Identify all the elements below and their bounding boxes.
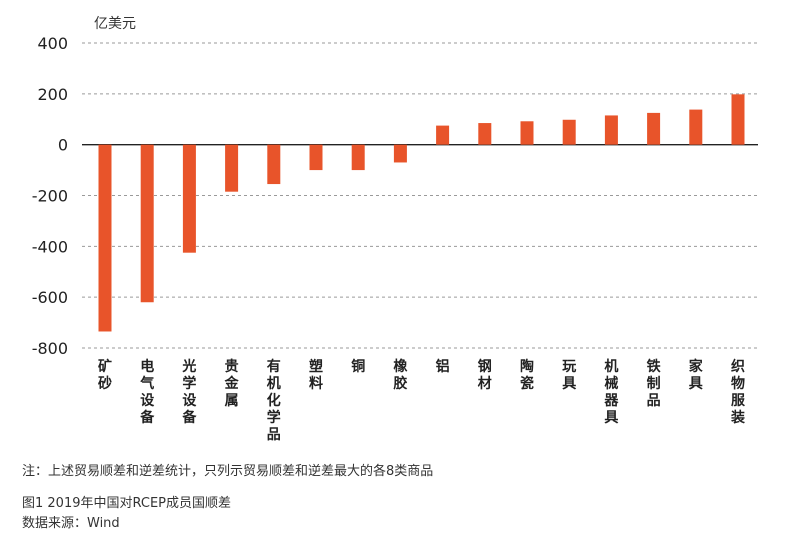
x-tick-label: 铝 (436, 358, 450, 375)
bar (267, 144, 281, 185)
bar (562, 119, 576, 145)
bar (98, 144, 112, 332)
bar (225, 144, 239, 192)
x-tick-label: 玩具 (561, 359, 576, 392)
x-tick-label: 塑料 (309, 358, 323, 392)
bar (182, 144, 196, 253)
x-tick-label: 机械器具 (603, 358, 619, 426)
x-tick-label: 织物服装 (730, 358, 746, 426)
x-tick-label: 家具 (688, 358, 704, 392)
bars (98, 94, 745, 332)
bar (351, 144, 365, 171)
y-tick-label: -600 (32, 288, 68, 307)
x-tick-label: 钢材 (478, 358, 492, 392)
bar (647, 112, 661, 145)
y-tick-label: -800 (32, 339, 68, 358)
bar (520, 121, 534, 145)
x-tick-label: 陶瓷 (520, 358, 534, 392)
y-tick-label: 200 (37, 85, 68, 104)
bar (393, 144, 407, 163)
x-tick-label: 电气设备 (139, 358, 155, 426)
x-tick-label: 橡胶 (393, 358, 408, 392)
data-source: 数据来源：Wind (22, 516, 120, 531)
figure-caption: 图1 2019年中国对RCEP成员国顺差 (22, 496, 232, 511)
y-tick-label: 400 (37, 34, 68, 53)
bar (309, 144, 323, 171)
y-axis-ticks: 400 200 0 -200 -400 -600 -800 (32, 34, 68, 358)
y-axis-unit: 亿美元 (94, 16, 136, 32)
bar (689, 109, 703, 145)
chart-note: 注：上述贸易顺差和逆差统计，只列示贸易顺差和逆差最大的各8类商品 (22, 464, 434, 479)
y-tick-label: -400 (32, 237, 68, 256)
bar (604, 115, 618, 145)
y-tick-label: 0 (58, 136, 68, 155)
bar (436, 125, 450, 145)
x-tick-label: 铁制品 (647, 358, 661, 409)
bar (140, 144, 154, 303)
bar (478, 123, 492, 145)
x-tick-label: 铜 (351, 358, 365, 375)
x-tick-label: 贵金属 (224, 358, 240, 409)
bar (731, 94, 745, 145)
x-tick-label: 有机化学品 (267, 358, 281, 443)
x-tick-label: 矿砂 (97, 358, 112, 392)
x-tick-label: 光学设备 (181, 358, 197, 426)
y-tick-label: -200 (32, 187, 68, 206)
bar-chart: 亿美元 400 200 0 -200 -400 -600 -800 矿砂 电气设备 光学设备 贵金… (32, 16, 758, 443)
